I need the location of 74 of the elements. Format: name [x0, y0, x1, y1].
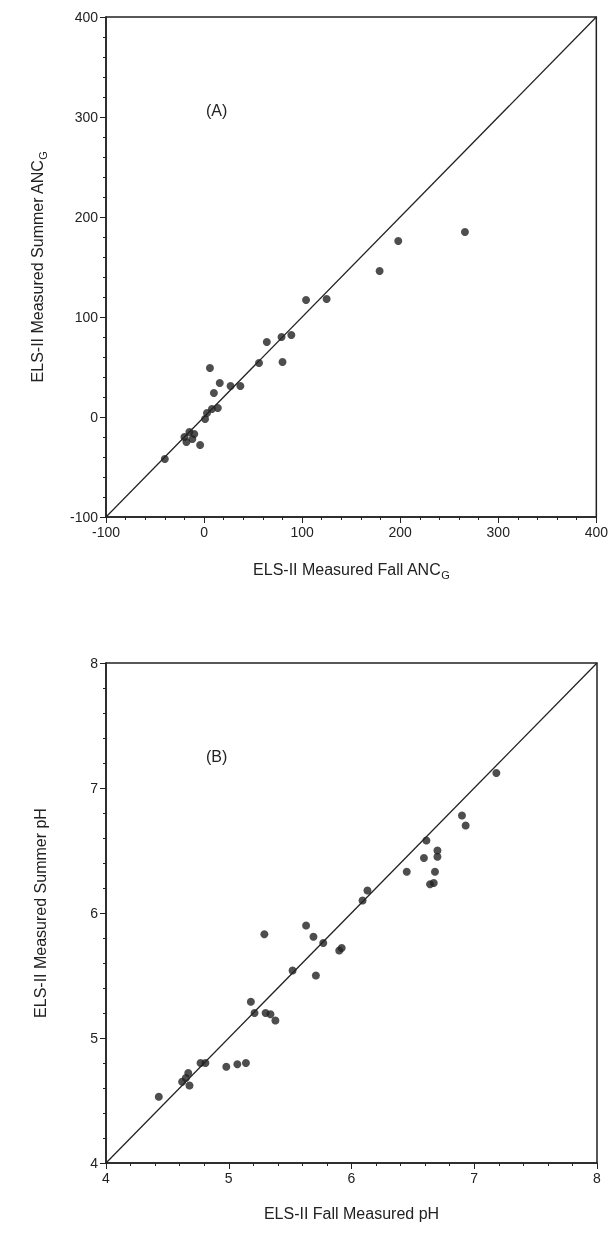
point: [260, 930, 269, 939]
point: [246, 997, 255, 1006]
y-tick-label: -100: [69, 509, 99, 525]
x-tick-label: 6: [347, 1170, 356, 1186]
point: [302, 921, 311, 930]
point: [262, 338, 271, 346]
point: [154, 1092, 163, 1101]
point: [222, 1062, 231, 1071]
x-tick-label: 200: [388, 524, 413, 540]
annotation: (A): [206, 101, 228, 119]
y-tick-label: 200: [74, 209, 99, 225]
y-tick-label: 7: [90, 780, 99, 796]
point: [160, 455, 169, 463]
point: [430, 867, 439, 876]
point: [250, 1009, 259, 1017]
x-tick-label: 5: [224, 1170, 233, 1186]
point: [205, 364, 214, 372]
point: [207, 405, 216, 413]
point: [196, 441, 205, 449]
point: [375, 267, 384, 275]
x-tick-label: 300: [486, 524, 511, 540]
x-tick-label: 8: [593, 1170, 602, 1186]
point: [226, 382, 235, 390]
x-tick-label: 400: [584, 524, 609, 540]
point: [363, 886, 372, 895]
point: [271, 1016, 280, 1025]
y-tick-label: 8: [90, 655, 99, 671]
point: [185, 1081, 194, 1090]
y-tick-label: 100: [74, 309, 99, 325]
point: [394, 237, 403, 245]
point: [278, 358, 287, 366]
point: [288, 966, 297, 975]
x-tick-label: 4: [102, 1170, 111, 1186]
y-tick-label: 400: [74, 9, 99, 25]
point: [309, 932, 318, 941]
point: [457, 811, 466, 820]
y-tick-label: 6: [90, 905, 99, 921]
point: [492, 769, 501, 777]
point: [358, 896, 367, 905]
x-axis-title: ELS-II Fall Measured pH: [263, 1204, 440, 1222]
point: [277, 333, 286, 341]
y-axis-title: ELS-II Measured Summer pH: [31, 808, 49, 1018]
point: [311, 971, 320, 980]
y-axis-title: ELS-II Measured Summer ANCG: [29, 151, 49, 383]
point: [233, 1060, 242, 1069]
point: [215, 379, 224, 387]
y-tick-label: 4: [90, 1155, 99, 1171]
point: [302, 296, 311, 304]
y-tick-label: 5: [90, 1030, 99, 1046]
point: [461, 821, 470, 830]
point: [254, 359, 263, 367]
point: [209, 389, 218, 397]
point: [236, 382, 245, 390]
point: [322, 295, 331, 303]
point: [433, 852, 442, 861]
annotation: (B): [206, 747, 228, 765]
y-tick-label: 0: [90, 409, 99, 425]
point: [422, 836, 431, 845]
point: [201, 1059, 210, 1067]
point: [319, 939, 328, 947]
point: [460, 228, 469, 236]
x-tick-label: 0: [200, 524, 209, 540]
x-tick-label: 100: [290, 524, 315, 540]
x-tick-label: 7: [470, 1170, 479, 1186]
point: [241, 1059, 250, 1067]
point: [402, 867, 411, 876]
point: [266, 1010, 275, 1019]
point: [201, 415, 210, 423]
point: [181, 1074, 190, 1082]
point: [287, 331, 296, 339]
y-tick-label: 300: [74, 109, 99, 125]
point: [419, 854, 428, 862]
point: [182, 438, 191, 446]
point: [188, 435, 197, 443]
